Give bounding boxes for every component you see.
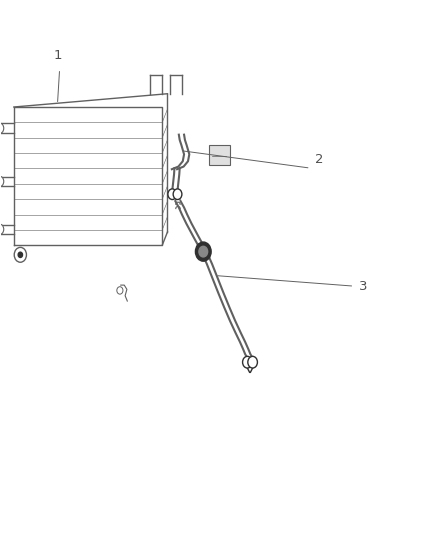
Circle shape bbox=[18, 252, 22, 257]
Circle shape bbox=[0, 123, 4, 134]
Text: 2: 2 bbox=[315, 153, 324, 166]
Circle shape bbox=[195, 242, 211, 261]
Circle shape bbox=[173, 189, 182, 199]
Circle shape bbox=[14, 247, 26, 262]
Circle shape bbox=[117, 287, 123, 294]
Text: 3: 3 bbox=[359, 280, 367, 294]
Circle shape bbox=[199, 246, 208, 257]
Circle shape bbox=[0, 176, 4, 187]
Bar bbox=[209, 145, 230, 165]
Circle shape bbox=[168, 189, 177, 199]
Circle shape bbox=[243, 357, 252, 368]
Circle shape bbox=[0, 224, 4, 235]
Text: 1: 1 bbox=[53, 49, 62, 62]
Circle shape bbox=[248, 357, 258, 368]
